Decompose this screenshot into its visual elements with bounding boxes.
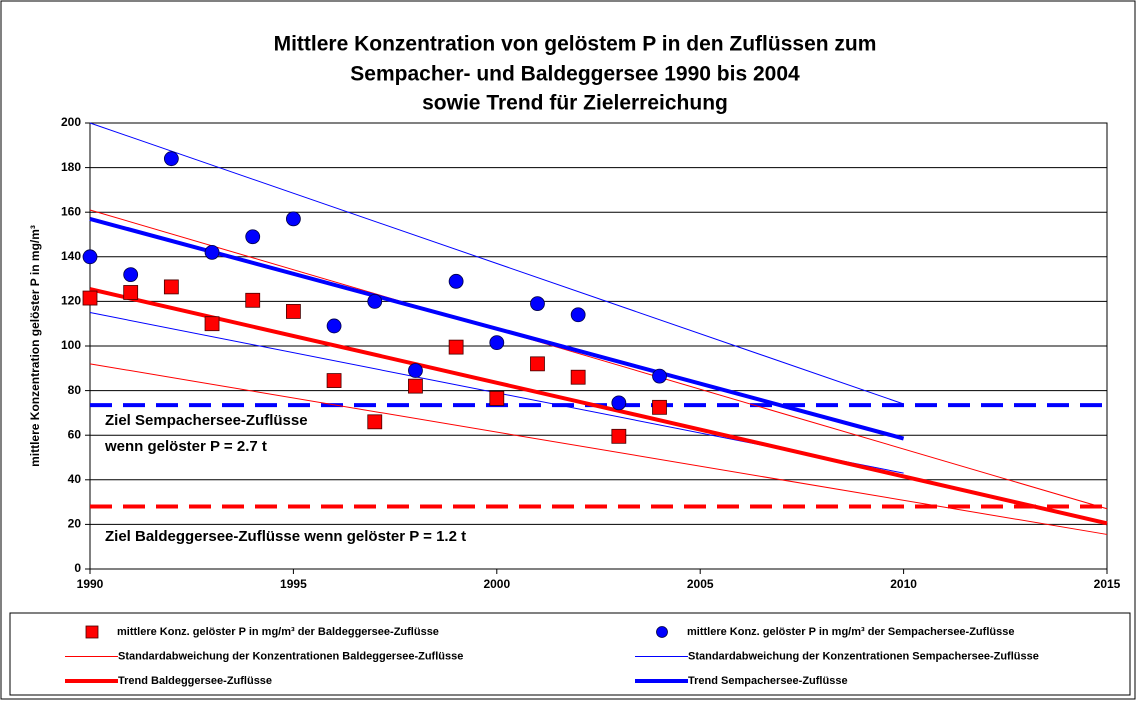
annotation: Ziel Baldeggersee-Zuflüsse wenn gelöster… [105, 528, 466, 545]
point [326, 373, 342, 388]
point [611, 428, 627, 444]
x-tick-label: 2000 [483, 577, 510, 591]
x-tick-label: 1990 [77, 577, 104, 591]
y-tick-label: 180 [61, 160, 81, 174]
point [408, 378, 423, 394]
point [326, 318, 342, 334]
plot-area [89, 122, 1108, 570]
legend-label: Standardabweichung der Konzentrationen S… [688, 650, 1039, 662]
y-tick-label: 80 [68, 383, 82, 397]
point [448, 339, 464, 355]
x-tick-label: 1995 [280, 577, 307, 591]
point [204, 316, 220, 332]
point [570, 369, 586, 385]
x-tick-label: 2005 [687, 577, 714, 591]
line [89, 363, 1108, 535]
y-tick-label: 200 [61, 115, 81, 129]
y-tick-label: 140 [61, 249, 81, 263]
y-tick-label: 60 [68, 427, 82, 441]
legend-label: Trend Baldeggersee-Zuflüsse [118, 675, 272, 687]
point [489, 391, 505, 406]
point [652, 399, 667, 415]
annotation: Ziel Sempachersee-Zuflüsse [105, 412, 308, 429]
y-tick-label: 0 [74, 561, 81, 575]
legend-label: Standardabweichung der Konzentrationen B… [118, 650, 463, 662]
point [204, 244, 220, 260]
point [530, 296, 545, 312]
point [408, 363, 423, 378]
point [82, 249, 98, 265]
y-tick-label: 20 [68, 517, 82, 531]
point [489, 335, 505, 351]
point [570, 307, 586, 323]
legend [9, 612, 1131, 696]
point [285, 211, 301, 227]
point [530, 356, 545, 372]
point [367, 293, 383, 309]
x-tick-label: 2010 [890, 577, 917, 591]
legend-marker [656, 626, 668, 638]
y-tick-label: 100 [61, 338, 81, 352]
point [448, 273, 464, 289]
line [89, 122, 904, 405]
point [367, 414, 383, 430]
point [123, 267, 139, 283]
point [245, 229, 261, 245]
y-tick-label: 160 [61, 204, 81, 218]
point [245, 292, 261, 308]
legend-marker [85, 625, 99, 639]
point [123, 285, 139, 300]
annotation: wenn gelöster P = 2.7 t [104, 438, 267, 455]
legend-label: mittlere Konz. gelöster P in mg/m³ der B… [117, 626, 439, 638]
point [611, 395, 627, 411]
point [652, 368, 667, 384]
chart-title: Mittlere Konzentration von gelöstem P in… [274, 33, 877, 56]
line [89, 216, 905, 441]
point [163, 279, 179, 295]
chart-title: sowie Trend für Zielerreichung [422, 92, 728, 115]
line [89, 287, 1108, 526]
point [163, 151, 179, 167]
y-tick-label: 120 [61, 294, 81, 308]
line [89, 209, 1108, 510]
y-tick-label: 40 [68, 472, 82, 486]
point [285, 304, 301, 319]
x-tick-label: 2015 [1094, 577, 1121, 591]
legend-label: mittlere Konz. gelöster P in mg/m³ der S… [687, 626, 1014, 638]
y-axis-label: mittlere Konzentration gelöster P in mg/… [28, 225, 42, 467]
point [82, 290, 98, 306]
chart-title: Sempacher- und Baldeggersee 1990 bis 200… [350, 63, 800, 86]
legend-label: Trend Sempachersee-Zuflüsse [688, 675, 848, 687]
